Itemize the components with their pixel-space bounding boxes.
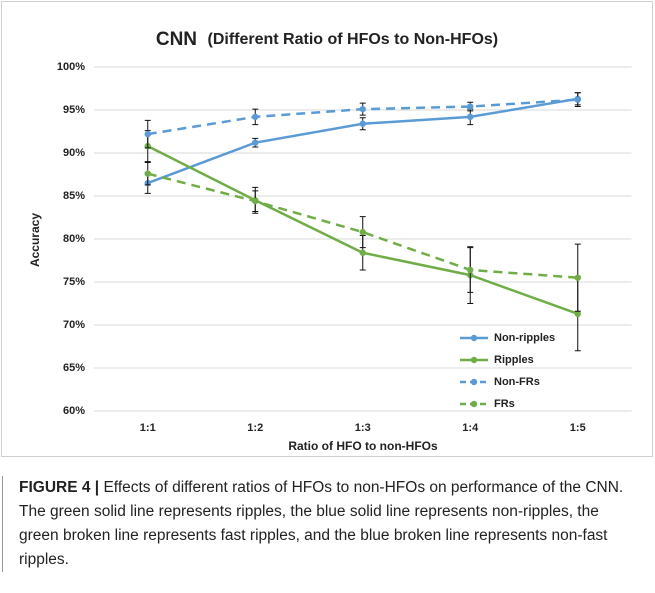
data-point	[359, 228, 366, 236]
y-tick-label: 95%	[63, 104, 85, 116]
chart-frame	[1, 1, 653, 457]
y-tick-label: 60%	[63, 405, 85, 417]
y-tick-label: 90%	[63, 147, 85, 159]
chart-title-group: CNN (Different Ratio of HFOs to Non-HFOs…	[156, 29, 498, 50]
y-tick-label: 70%	[63, 319, 85, 331]
chart: CNN (Different Ratio of HFOs to Non-HFOs…	[1, 1, 653, 457]
legend-label: FRs	[494, 398, 515, 410]
x-tick-label: 1:3	[355, 422, 371, 434]
chart-subtitle: (Different Ratio of HFOs to Non-HFOs)	[207, 31, 498, 48]
data-point	[359, 249, 366, 256]
x-tick-label: 1:1	[140, 422, 156, 434]
data-point	[467, 113, 474, 121]
data-point	[574, 310, 581, 318]
data-point	[252, 197, 259, 205]
data-point	[359, 105, 366, 113]
data-point	[144, 170, 151, 177]
chart-title: CNN	[156, 29, 197, 50]
y-tick-label: 75%	[63, 276, 85, 288]
x-tick-label: 1:2	[247, 422, 263, 434]
y-tick-label: 85%	[63, 190, 85, 202]
data-point	[467, 103, 474, 110]
y-axis-label: Accuracy	[28, 213, 42, 267]
caption-label: FIGURE 4 |	[19, 479, 100, 496]
legend-marker	[470, 356, 478, 364]
figure-caption: FIGURE 4 | Effects of different ratios o…	[2, 476, 634, 572]
data-point	[574, 96, 581, 103]
legend-marker	[470, 400, 478, 408]
data-point	[467, 266, 474, 274]
legend-label: Non-ripples	[494, 332, 555, 344]
caption-text: Effects of different ratios of HFOs to n…	[19, 479, 624, 568]
legend-marker	[470, 334, 478, 342]
legend-label: Ripples	[494, 354, 534, 366]
data-point	[359, 120, 366, 127]
y-tick-label: 65%	[63, 362, 85, 374]
data-point	[144, 130, 151, 138]
legend-label: Non-FRs	[494, 376, 540, 388]
legend-marker	[470, 378, 478, 386]
x-axis-label: Ratio of HFO to non-HFOs	[288, 439, 438, 453]
x-tick-label: 1:5	[570, 422, 586, 434]
data-point	[252, 139, 259, 146]
data-point	[574, 274, 581, 281]
y-tick-label: 100%	[57, 61, 85, 73]
x-tick-label: 1:4	[462, 422, 479, 434]
y-tick-label: 80%	[63, 233, 85, 245]
data-point	[252, 113, 259, 121]
